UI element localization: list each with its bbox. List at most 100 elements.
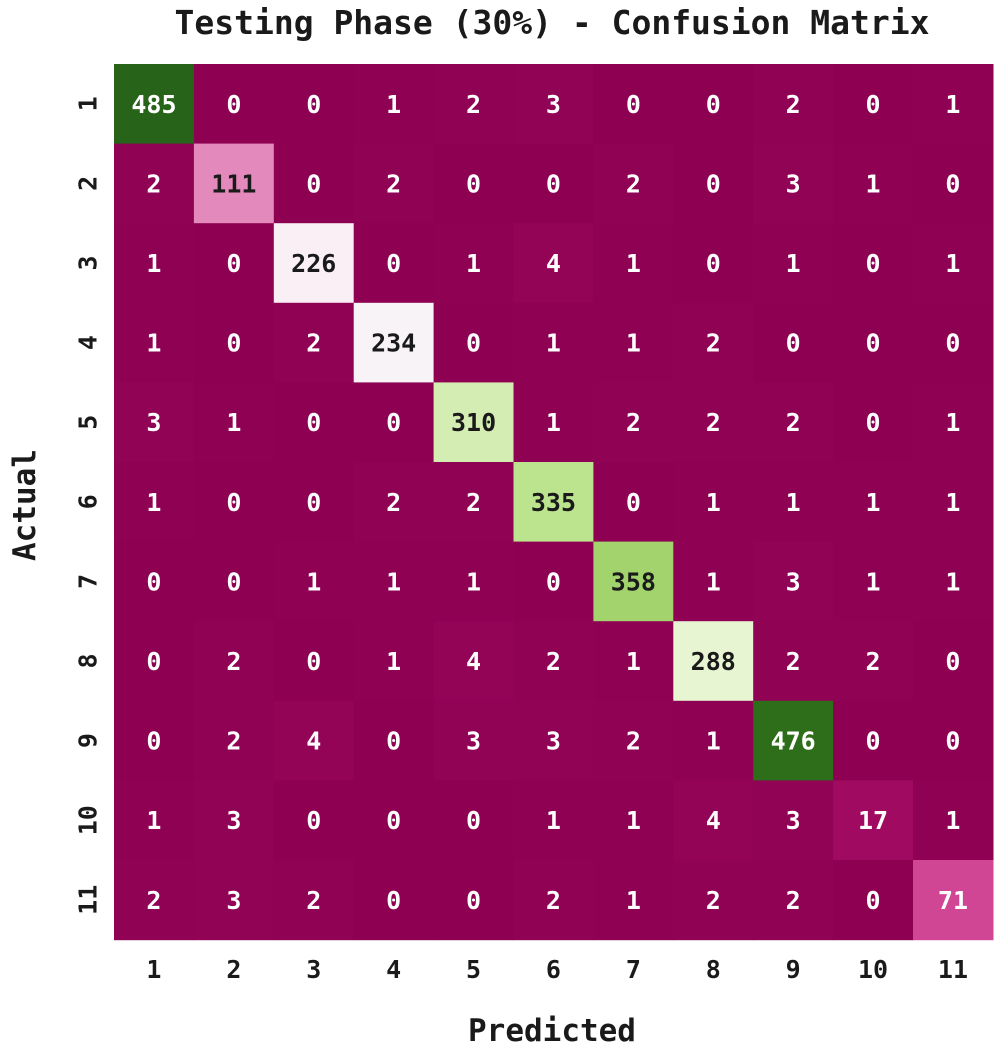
x-tick-11: 11	[938, 955, 968, 984]
heatmap-cell-r6-c10	[833, 462, 914, 543]
y-tick-labels: 1 2 3 4 5 6 7 8 9 10 11	[74, 96, 103, 915]
heatmap-cell-r1-c10	[833, 64, 914, 145]
cell-value-r5-c6: 1	[546, 408, 561, 437]
heatmap-cell-r6-c6	[513, 462, 594, 543]
cell-value-r3-c8: 0	[706, 249, 721, 278]
heatmap-cell-r3-c5	[433, 223, 515, 304]
cell-value-r7-c3: 1	[306, 567, 321, 596]
cell-value-r2-c8: 0	[706, 169, 721, 198]
cell-value-r3-c6: 4	[546, 249, 561, 278]
heatmap-cell-r4-c10	[833, 302, 914, 383]
cell-value-r4-c9: 0	[786, 329, 801, 358]
cell-value-r11-c9: 2	[786, 886, 801, 915]
heatmap-cell-r7-c5	[433, 541, 515, 622]
heatmap-cell-r8-c3	[273, 621, 355, 702]
cell-value-r5-c8: 2	[706, 408, 721, 437]
heatmap-cell-r7-c11	[913, 541, 994, 622]
x-tick-10: 10	[858, 955, 888, 984]
heatmap-cell-r6-c3	[273, 462, 355, 543]
x-tick-2: 2	[226, 955, 241, 984]
heatmap-cell-r7-c6	[513, 541, 594, 622]
cell-value-r6-c5: 2	[466, 488, 481, 517]
cell-value-r11-c3: 2	[306, 886, 321, 915]
heatmap-cell-r11-c3	[273, 860, 355, 941]
cell-value-r7-c6: 0	[546, 567, 561, 596]
cell-value-r9-c8: 1	[706, 727, 721, 756]
heatmap-cell-r8-c10	[833, 621, 914, 702]
y-tick-9: 9	[74, 733, 103, 748]
heatmap-cell-r2-c7	[593, 143, 674, 224]
heatmap-cell-r8-c5	[433, 621, 515, 702]
cell-value-r1-c5: 2	[466, 90, 481, 119]
heatmap-cell-r3-c2	[193, 223, 275, 304]
heatmap-cell-r10-c4	[353, 780, 435, 861]
heatmap-cell-r6-c1	[114, 462, 195, 543]
heatmap-cell-r9-c10	[833, 700, 914, 781]
heatmap-cell-r9-c8	[673, 700, 754, 781]
heatmap-cell-r8-c8	[673, 621, 754, 702]
heatmap-cell-r10-c9	[753, 780, 834, 861]
heatmap-cell-r5-c7	[593, 382, 674, 463]
heatmap-cell-r9-c5	[433, 700, 515, 781]
cell-value-r7-c9: 3	[786, 567, 801, 596]
cell-value-r3-c10: 0	[866, 249, 881, 278]
heatmap-cell-r1-c3	[273, 64, 355, 145]
cell-value-r2-c11: 0	[945, 169, 960, 198]
x-tick-8: 8	[706, 955, 721, 984]
cell-value-r6-c3: 0	[306, 488, 321, 517]
cell-value-r2-c6: 0	[546, 169, 561, 198]
heatmap-cell-r8-c4	[353, 621, 435, 702]
heatmap-cell-r2-c5	[433, 143, 515, 224]
cell-value-r10-c9: 3	[786, 806, 801, 835]
cell-value-r2-c10: 1	[866, 169, 881, 198]
cell-value-r1-c11: 1	[945, 90, 960, 119]
cell-value-r9-c3: 4	[306, 727, 321, 756]
heatmap-cell-r8-c6	[513, 621, 594, 702]
heatmap-cell-r3-c4	[353, 223, 435, 304]
heatmap-cell-r1-c11	[913, 64, 994, 145]
heatmap-cell-r5-c8	[673, 382, 754, 463]
cell-value-r5-c9: 2	[786, 408, 801, 437]
heatmap-cell-r7-c3	[273, 541, 355, 622]
cell-value-r6-c7: 0	[626, 488, 641, 517]
cell-value-r7-c2: 0	[226, 567, 241, 596]
heatmap-cell-r10-c5	[433, 780, 515, 861]
cell-value-r5-c7: 2	[626, 408, 641, 437]
heatmap-cell-r7-c7	[593, 541, 674, 622]
heatmap-cell-r1-c2	[193, 64, 275, 145]
cell-value-r10-c1: 1	[146, 806, 161, 835]
heatmap-cell-r11-c4	[353, 860, 435, 941]
cell-value-r4-c10: 0	[866, 329, 881, 358]
heatmap-cell-r4-c1	[114, 302, 195, 383]
y-tick-11: 11	[74, 885, 103, 915]
heatmap-cell-r1-c6	[513, 64, 594, 145]
heatmap-cell-r5-c4	[353, 382, 435, 463]
heatmap-cells: 485 0 0 1 2 3 0 0 2 0 12 111 0 2 0 0 2 0 3 1 01 0 226 0 1 4 1 0 1 0 11…	[114, 64, 994, 941]
cell-value-r11-c4: 0	[386, 886, 401, 915]
heatmap-cell-r2-c3	[273, 143, 355, 224]
chart-title: Testing Phase (30%) - Confusion Matrix	[175, 3, 930, 42]
heatmap-cell-r7-c4	[353, 541, 435, 622]
heatmap-cell-r10-c7	[593, 780, 674, 861]
cell-value-r2-c3: 0	[306, 169, 321, 198]
x-tick-3: 3	[306, 955, 321, 984]
heatmap-cell-r4-c7	[593, 302, 674, 383]
heatmap-cell-r1-c9	[753, 64, 834, 145]
cell-value-r7-c4: 1	[386, 567, 401, 596]
cell-value-r9-c2: 2	[226, 727, 241, 756]
heatmap-cell-r10-c10	[833, 780, 914, 861]
cell-value-r7-c7: 358	[611, 567, 656, 596]
cell-value-r9-c11: 0	[945, 727, 960, 756]
cell-value-r3-c7: 1	[626, 249, 641, 278]
heatmap-cell-r4-c4	[353, 302, 435, 383]
heatmap-cell-r11-c2	[193, 860, 275, 941]
cell-value-r9-c1: 0	[146, 727, 161, 756]
cell-value-r9-c9: 476	[771, 727, 816, 756]
heatmap-cell-r7-c2	[193, 541, 275, 622]
heatmap-cell-r4-c9	[753, 302, 834, 383]
cell-value-r1-c10: 0	[866, 90, 881, 119]
heatmap-cell-r7-c9	[753, 541, 834, 622]
x-tick-6: 6	[546, 955, 561, 984]
cell-value-r5-c10: 0	[866, 408, 881, 437]
y-tick-8: 8	[74, 653, 103, 668]
